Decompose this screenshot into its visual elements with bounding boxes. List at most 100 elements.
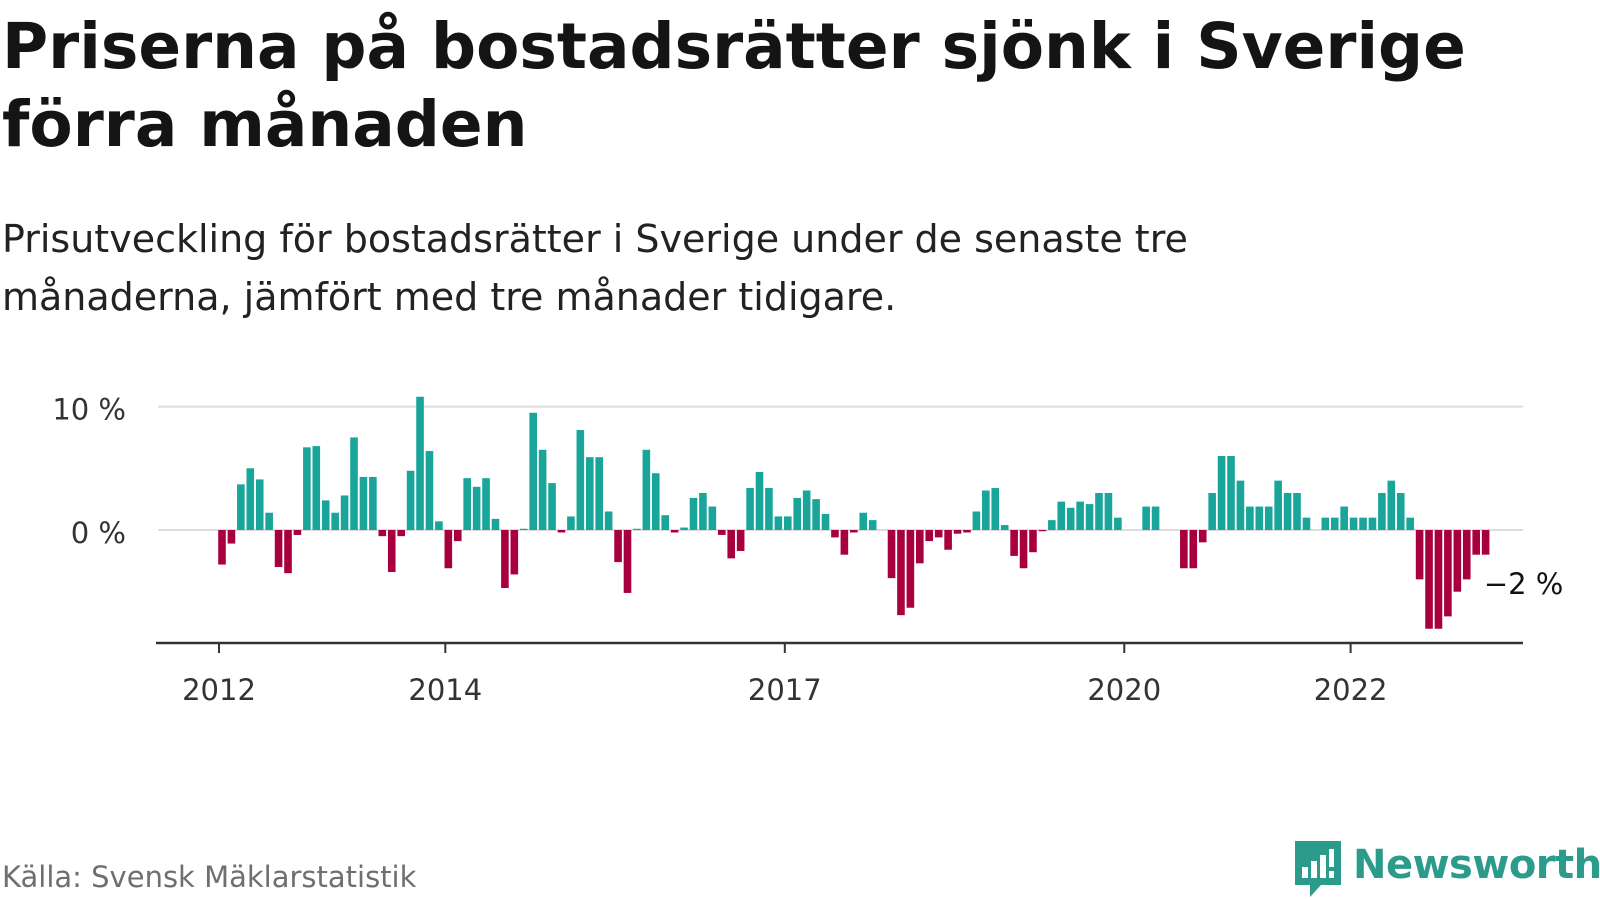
- bar: [784, 516, 792, 530]
- bar: [661, 515, 670, 530]
- bar: [331, 512, 339, 530]
- bar: [793, 497, 802, 530]
- bar: [651, 473, 660, 530]
- bar: [1359, 517, 1367, 530]
- bar: [604, 511, 613, 530]
- newsworthy-logo-icon: [1295, 841, 1341, 897]
- bar: [435, 521, 443, 530]
- bar: [1208, 492, 1216, 530]
- bar: [1321, 517, 1330, 530]
- x-tick-label: 2022: [1314, 673, 1388, 707]
- bar: [519, 528, 528, 530]
- bar: [944, 530, 952, 550]
- bar: [689, 497, 698, 530]
- bar: [1453, 530, 1462, 592]
- bar: [1057, 501, 1066, 530]
- bar: [1227, 455, 1235, 530]
- bar: [633, 528, 641, 530]
- bar: [1396, 492, 1405, 530]
- bar: [972, 511, 981, 530]
- bar: [1010, 530, 1018, 556]
- bar: [1029, 530, 1037, 553]
- bar: [472, 486, 481, 530]
- x-tick-label: 2014: [408, 673, 482, 707]
- bar: [982, 490, 990, 530]
- bar: [227, 530, 236, 544]
- bar: [1019, 530, 1028, 569]
- bar: [1368, 517, 1377, 530]
- bar: [255, 479, 264, 530]
- bar: [293, 530, 302, 535]
- y-tick-label: 10 %: [52, 393, 126, 427]
- bar: [369, 476, 377, 530]
- y-tick-label: 0 %: [71, 516, 126, 550]
- bar: [774, 516, 783, 530]
- bar: [529, 412, 537, 530]
- bar: [416, 396, 424, 530]
- bar: [963, 530, 971, 533]
- bar: [312, 446, 321, 530]
- bar: [642, 449, 651, 530]
- bar: [1236, 480, 1245, 530]
- bar: [397, 530, 405, 537]
- bar: [1293, 492, 1301, 530]
- bar: [284, 530, 292, 574]
- bar: [623, 530, 632, 593]
- bar: [1076, 501, 1084, 530]
- bar: [1217, 455, 1226, 530]
- bar: [717, 530, 726, 535]
- bar: [1180, 530, 1188, 569]
- bar: [237, 484, 245, 530]
- bar: [510, 530, 519, 575]
- bar: [1095, 492, 1103, 530]
- bar: [538, 449, 547, 530]
- bar: [670, 530, 679, 533]
- bar: [906, 530, 915, 608]
- bar: [491, 518, 500, 530]
- bar: [1114, 517, 1122, 530]
- bar: [765, 488, 773, 530]
- bar: [1434, 530, 1443, 629]
- bar: [755, 472, 764, 530]
- bar: [727, 530, 736, 559]
- bar: [501, 530, 509, 588]
- bar: [1444, 530, 1452, 617]
- bar: [1264, 506, 1273, 530]
- bar: [1038, 530, 1047, 532]
- bar: [746, 488, 754, 530]
- bar: [406, 470, 415, 530]
- bar: [812, 499, 820, 530]
- bar: [1481, 530, 1490, 555]
- x-tick-label: 2012: [182, 673, 256, 707]
- bar: [868, 520, 877, 530]
- bar: [953, 530, 962, 534]
- bar: [708, 506, 717, 530]
- bar: [218, 530, 226, 565]
- bar: [991, 488, 1000, 530]
- bar: [736, 530, 745, 551]
- bar: [1302, 517, 1311, 530]
- bar: [1330, 517, 1339, 530]
- bar: [614, 530, 622, 563]
- bar-chart: 0 % 10 % 2012 2014 2017 2020 2022 −2 %: [52, 393, 1566, 707]
- bar: [1349, 517, 1358, 530]
- bar: [585, 457, 594, 530]
- bar: [1340, 506, 1348, 530]
- bar: [453, 530, 462, 542]
- bar: [680, 527, 688, 530]
- bar: [387, 530, 396, 572]
- bar: [1378, 492, 1386, 530]
- bar: [482, 478, 490, 530]
- bar: [378, 530, 387, 537]
- bar: [925, 530, 934, 542]
- last-value-annotation: −2 %: [1484, 567, 1564, 601]
- bar: [1198, 530, 1207, 543]
- bar: [850, 530, 858, 533]
- bar: [463, 478, 471, 530]
- bar: [887, 530, 896, 579]
- bar: [831, 530, 839, 538]
- bar: [567, 516, 575, 530]
- bar: [916, 530, 924, 564]
- bar: [1048, 520, 1056, 530]
- bar: [1472, 530, 1480, 555]
